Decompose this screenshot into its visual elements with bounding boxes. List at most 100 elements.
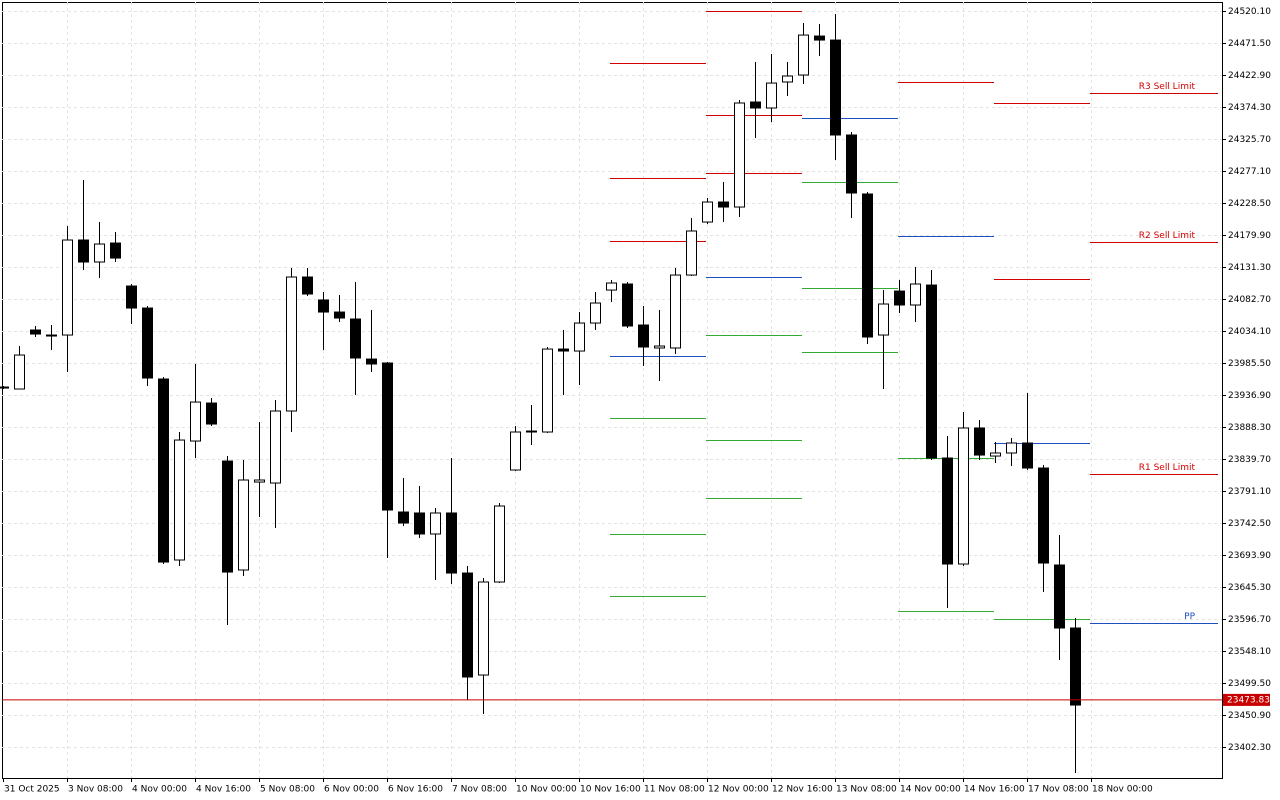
pivot-label: R3 Sell Limit [1139, 82, 1196, 92]
pivot-label: R2 Sell Limit [1139, 231, 1196, 241]
current-price-label: 23473.83 [1227, 695, 1270, 705]
candle-body [0, 386, 9, 389]
y-tick-label: 23548.10 [1228, 647, 1271, 657]
candle-body [62, 239, 73, 336]
y-tick-label: 23985.50 [1228, 359, 1271, 369]
candle-body [30, 329, 41, 335]
candle-body [350, 318, 361, 359]
y-tick-label: 23450.90 [1228, 711, 1271, 721]
candle-body [798, 34, 809, 76]
y-tick-label: 23693.90 [1228, 551, 1271, 561]
candle-body [366, 358, 377, 365]
candle-body [430, 512, 441, 535]
candle-body [782, 75, 793, 83]
y-tick-label: 24277.10 [1228, 167, 1271, 177]
candle-body [606, 282, 617, 291]
x-tick-label: 7 Nov 08:00 [452, 785, 507, 795]
candle-body [286, 276, 297, 412]
y-tick-label: 24374.30 [1228, 103, 1271, 113]
y-tick-label: 24422.90 [1228, 71, 1271, 81]
x-tick-label: 11 Nov 08:00 [644, 785, 705, 795]
x-tick-label: 12 Nov 16:00 [772, 785, 833, 795]
candle-body [718, 201, 729, 208]
candle-body [494, 505, 505, 583]
x-tick-label: 12 Nov 00:00 [708, 785, 769, 795]
candle-body [382, 362, 393, 511]
x-tick-label: 5 Nov 08:00 [260, 785, 315, 795]
candle-body [478, 581, 489, 676]
candle-body [334, 311, 345, 319]
candle-body [750, 101, 761, 109]
x-tick-label: 17 Nov 08:00 [1028, 785, 1089, 795]
x-tick-label: 6 Nov 16:00 [388, 785, 443, 795]
candle-body [766, 82, 777, 109]
x-tick-label: 6 Nov 00:00 [324, 785, 379, 795]
candle-body [174, 439, 185, 561]
candle-body [190, 401, 201, 442]
candle-body [846, 134, 857, 194]
candle-body [910, 283, 921, 306]
candle-body [1022, 442, 1033, 469]
x-tick-label: 13 Nov 08:00 [836, 785, 897, 795]
candle-body [46, 334, 57, 337]
x-tick-label: 10 Nov 16:00 [580, 785, 641, 795]
candle-body [942, 457, 953, 565]
candle-body [862, 193, 873, 338]
candle-body [542, 348, 553, 433]
current-price-box [1223, 693, 1270, 706]
candle-body [622, 283, 633, 327]
candle-body [670, 274, 681, 349]
y-tick-label: 24179.90 [1228, 231, 1271, 241]
y-tick-label: 24471.50 [1228, 39, 1271, 49]
candle-body [830, 39, 841, 136]
y-tick-label: 24325.70 [1228, 135, 1271, 145]
pivot-label: PP [1184, 612, 1195, 622]
candle-body [446, 512, 457, 574]
candle-body [590, 302, 601, 324]
y-tick-label: 23402.30 [1228, 743, 1271, 753]
candle-body [110, 242, 121, 259]
candle-body [462, 572, 473, 678]
candle-body [318, 299, 329, 313]
x-tick-label: 14 Nov 16:00 [964, 785, 1025, 795]
candle-body [398, 511, 409, 524]
candle-body [270, 410, 281, 484]
candle-body [302, 276, 313, 295]
x-tick-label: 31 Oct 2025 [4, 785, 60, 795]
y-tick-label: 23839.70 [1228, 455, 1271, 465]
candle-body [638, 324, 649, 348]
y-tick-label: 23791.10 [1228, 487, 1271, 497]
candle-body [990, 452, 1001, 457]
candle-body [1006, 442, 1017, 454]
x-tick-label: 10 Nov 00:00 [516, 785, 577, 795]
x-tick-label: 14 Nov 00:00 [900, 785, 961, 795]
y-tick-label: 23742.50 [1228, 519, 1271, 529]
candle-body [574, 322, 585, 352]
candle-body [686, 230, 697, 276]
pivot-label: R1 Sell Limit [1139, 463, 1196, 473]
y-tick-label: 23499.50 [1228, 679, 1271, 689]
x-tick-label: 4 Nov 16:00 [196, 785, 251, 795]
y-tick-label: 24034.10 [1228, 327, 1271, 337]
candle-body [558, 348, 569, 352]
candle-body [222, 460, 233, 573]
x-tick-label: 3 Nov 08:00 [68, 785, 123, 795]
y-tick-label: 24131.30 [1228, 263, 1271, 273]
candle-body [126, 285, 137, 309]
y-tick-label: 23936.90 [1228, 391, 1271, 401]
candle-body [878, 303, 889, 336]
y-tick-label: 23888.30 [1228, 423, 1271, 433]
candle-body [94, 243, 105, 263]
candle-body [254, 479, 265, 483]
candle-body [654, 345, 665, 349]
candle-body [142, 307, 153, 379]
candle-body [78, 239, 89, 263]
candle-body [926, 284, 937, 459]
candle-body [158, 378, 169, 563]
candle-body [1054, 564, 1065, 629]
y-tick-label: 24520.10 [1228, 7, 1271, 17]
y-tick-label: 24082.70 [1228, 295, 1271, 305]
candle-body [510, 431, 521, 471]
